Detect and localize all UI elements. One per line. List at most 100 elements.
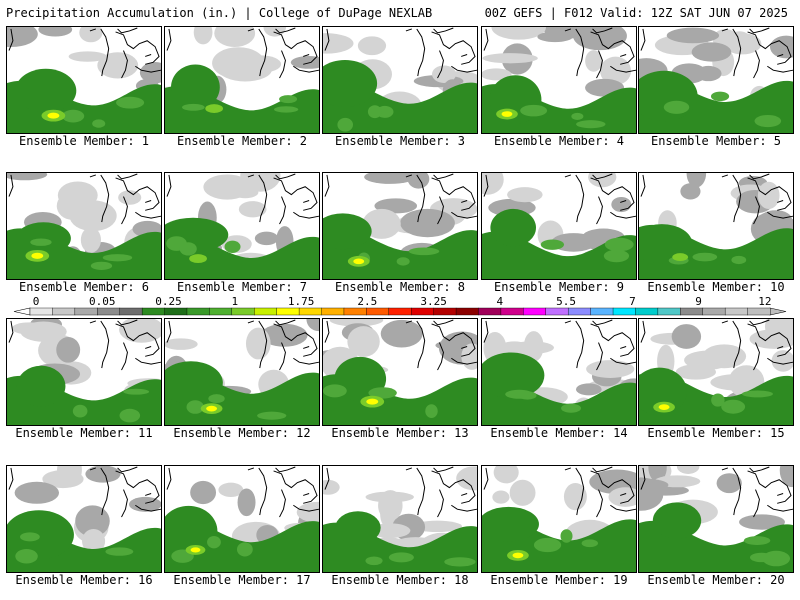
light-precip-area <box>380 319 423 348</box>
coastline <box>121 196 128 225</box>
ensemble-member-panel <box>322 318 478 426</box>
legend-color-swatch <box>321 307 345 316</box>
legend-color-swatch <box>231 307 255 316</box>
coastline <box>483 319 636 369</box>
light-precip-area <box>695 65 722 82</box>
light-precip-area <box>118 190 142 205</box>
legend-color-swatch <box>209 307 233 316</box>
light-precip-area <box>218 482 244 498</box>
legend-color-swatch <box>164 307 188 316</box>
legend-tick-label: 12 <box>758 296 771 308</box>
moderate-precip-area <box>171 64 220 110</box>
moderate-precip-area <box>396 257 410 266</box>
light-precip-area <box>306 319 319 332</box>
coastline <box>324 466 477 516</box>
max-precip-core <box>206 405 218 412</box>
moderate-precip-area <box>603 249 630 263</box>
moderate-precip-area <box>323 213 372 250</box>
coastline <box>121 489 128 518</box>
light-precip-area <box>79 27 103 43</box>
light-precip-area <box>218 57 273 82</box>
moderate-precip-area <box>62 109 85 123</box>
legend-color-swatch <box>478 307 502 316</box>
light-precip-area <box>290 56 319 69</box>
coastline <box>437 342 444 371</box>
ensemble-member-label: Ensemble Member: 16 <box>15 573 153 587</box>
light-precip-area <box>237 488 256 517</box>
moderate-precip-area <box>692 252 718 262</box>
light-precip-area <box>254 231 279 246</box>
light-precip-area <box>203 174 251 200</box>
max-precip-core <box>31 252 44 259</box>
light-precip-area <box>165 338 198 350</box>
ensemble-member-label: Ensemble Member: 3 <box>334 134 466 148</box>
precip-map <box>482 319 636 425</box>
light-precip-area <box>85 466 121 483</box>
moderate-precip-area <box>571 112 584 120</box>
ensemble-member-label: Ensemble Member: 11 <box>15 426 153 440</box>
light-precip-area <box>456 466 477 491</box>
light-precip-area <box>7 27 38 48</box>
ensemble-member-panel <box>638 26 794 134</box>
color-scale-legend: 0 0.05 0.25 1 1.75 2.5 3.25 4 5.5 7 9 12 <box>0 296 800 322</box>
light-precip-area <box>608 487 636 507</box>
legend-color-swatch <box>545 307 569 316</box>
ensemble-member-label: Ensemble Member: 6 <box>18 280 150 294</box>
moderate-precip-area <box>721 399 746 414</box>
light-precip-area <box>329 319 384 327</box>
precip-map <box>639 173 793 279</box>
moderate-precip-area <box>102 254 133 262</box>
moderate-precip-area <box>257 411 287 420</box>
precip-map <box>323 319 477 425</box>
max-precip-core <box>47 112 60 119</box>
light-precip-area <box>680 183 701 200</box>
moderate-precip-area <box>367 105 382 119</box>
light-precip-area <box>14 481 60 504</box>
legend-color-swatch <box>680 307 704 316</box>
legend-color-swatch <box>635 307 659 316</box>
light-precip-area <box>493 466 519 484</box>
coastline <box>437 196 444 225</box>
moderate-precip-area <box>116 96 145 109</box>
coastline <box>279 196 286 225</box>
ensemble-member-label: Ensemble Member: 19 <box>490 573 628 587</box>
moderate-precip-area <box>560 529 573 543</box>
ensemble-member-panel <box>6 172 162 280</box>
max-precip-core <box>512 552 524 559</box>
legend-tick-label: 1 <box>231 296 238 308</box>
light-precip-area <box>691 42 732 62</box>
color-scale-svg: 0 0.05 0.25 1 1.75 2.5 3.25 4 5.5 7 9 12 <box>13 296 787 316</box>
moderate-precip-area <box>368 387 397 399</box>
moderate-precip-area <box>425 404 438 419</box>
light-precip-area <box>139 62 161 84</box>
legend-color-swatch <box>724 307 748 316</box>
moderate-precip-area <box>16 365 66 407</box>
legend-color-swatch <box>455 307 479 316</box>
light-precip-area <box>407 173 430 189</box>
max-precip-core <box>658 404 670 410</box>
coastline <box>596 342 603 371</box>
light-precip-area <box>68 51 107 62</box>
light-precip-area <box>671 324 702 349</box>
legend-color-swatch <box>52 307 76 316</box>
legend-color-swatch <box>29 307 53 316</box>
max-precip-core <box>190 547 201 553</box>
moderate-precip-area <box>576 120 606 129</box>
moderate-precip-area <box>408 247 440 256</box>
coastline <box>753 50 760 79</box>
coastline <box>753 489 760 518</box>
coastline <box>8 319 161 369</box>
coastline <box>8 173 161 223</box>
light-precip-area <box>507 187 543 203</box>
light-precip-area <box>684 350 732 370</box>
ensemble-member-panel <box>481 318 637 426</box>
moderate-precip-area <box>15 549 38 564</box>
moderate-precip-area <box>236 542 253 557</box>
light-precip-area <box>770 35 793 59</box>
legend-tick-label: 5.5 <box>556 296 576 308</box>
moderate-precip-area <box>105 547 134 556</box>
light-precip-area <box>586 360 635 378</box>
light-precip-area <box>82 529 106 554</box>
precip-map <box>7 27 161 133</box>
moderate-precip-area <box>119 408 141 423</box>
